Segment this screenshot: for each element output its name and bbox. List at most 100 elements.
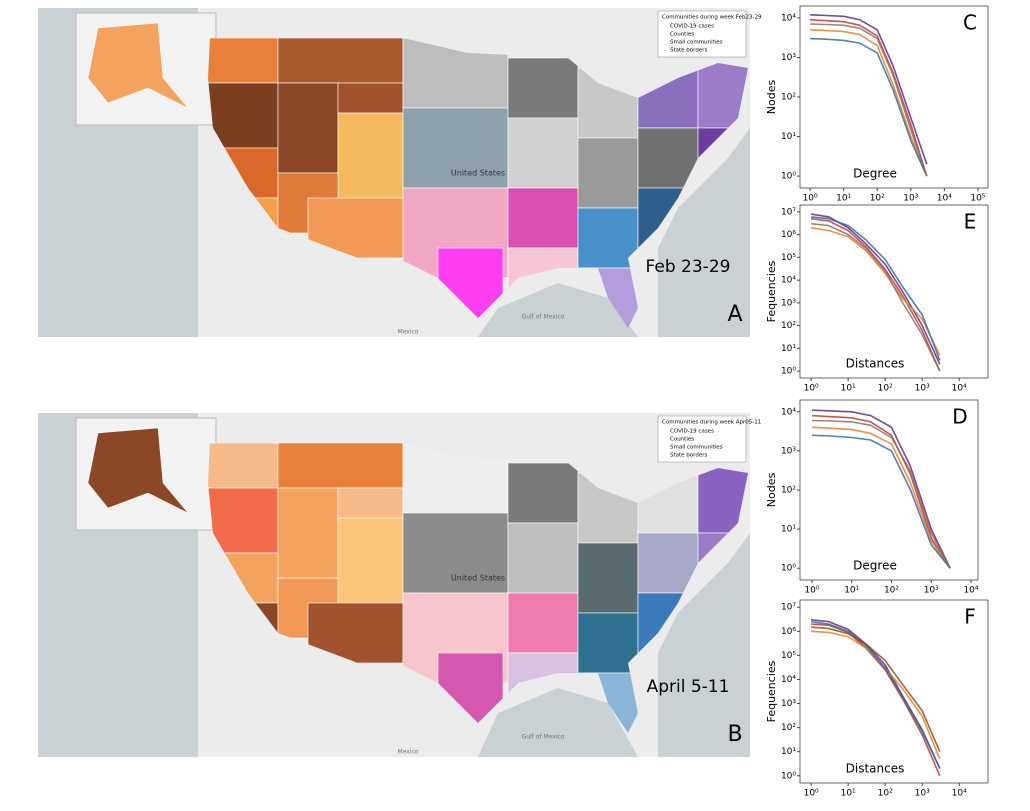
community-region [507,57,579,119]
y-tick-label: 10⁰ [781,564,796,574]
x-axis-label: Distances [846,762,905,776]
y-tick-label: 10⁰ [781,771,796,781]
community-region [637,532,699,594]
community-region [208,443,279,489]
alaska [87,427,189,514]
series-line [811,222,941,372]
x-tick-label: 10³ [915,789,930,799]
place-label: Gulf of Mexico [522,314,565,321]
legend-item: COVID-19 cases [670,24,714,30]
community-region [208,487,279,554]
y-tick-label: 10⁴ [781,675,796,685]
x-tick-label: 10⁰ [804,586,819,596]
map: Communities during week Feb23-29 COVID-19… [38,8,762,337]
y-tick-label: 10⁵ [781,651,796,661]
series-line [810,29,928,177]
community-region [337,517,404,609]
y-tick-label: 10² [781,321,796,331]
y-tick-label: 10⁴ [781,276,796,286]
panel-letter: D [952,405,967,429]
chart: 10⁰ 10¹ 10² 10³ 10⁴ 10⁰ 10¹ 10² 10³ 10⁴ 10⁵ 10⁶ 10⁷ D… [765,599,989,799]
legend-item: State borders [670,453,707,459]
community-region [337,82,404,114]
x-tick-label: 10⁰ [804,384,819,394]
x-tick-label: 10¹ [841,789,856,799]
plot-frame [799,599,989,784]
x-tick-label: 10² [878,384,893,394]
series-line [811,414,951,569]
community-region [637,127,699,189]
y-tick-label: 10⁴ [781,407,796,417]
community-region [277,82,339,174]
x-axis-label: Degree [853,167,897,181]
y-tick-label: 10⁵ [781,253,796,263]
chart: 10⁰ 10¹ 10² 10³ 10⁴ 10⁵ 10⁰ 10¹ 10² 10³ 10⁴ Degree N… [765,5,989,204]
community-region [507,592,579,654]
community-region [507,462,579,524]
panel-letter: A [727,302,742,327]
plot-frame [799,399,979,581]
panel-letter: B [727,722,742,747]
place-label: Mexico [398,749,419,756]
y-tick-label: 10⁶ [781,230,796,240]
y-tick-label: 10⁷ [781,603,796,613]
community-region [577,137,639,209]
community-region [402,512,509,594]
x-tick-label: 10² [870,194,885,204]
series-line [810,37,928,177]
y-tick-label: 10¹ [781,344,796,354]
y-tick-label: 10³ [781,53,796,63]
series-line [811,426,951,569]
community-region [208,38,279,84]
x-tick-label: 10⁴ [937,194,952,204]
y-tick-label: 10⁶ [781,627,796,637]
x-tick-label: 10¹ [844,586,859,596]
x-tick-label: 10³ [924,586,939,596]
community-region [277,38,404,84]
series-line [811,434,951,569]
place-label: Mexico [398,329,419,336]
map: Communities during week Apr05-11 COVID-19… [38,413,761,757]
gulf [478,283,638,337]
community-region [277,487,339,579]
gulf [478,688,638,757]
y-tick-label: 10³ [781,446,796,456]
x-tick-label: 10² [878,789,893,799]
community-region [402,107,509,189]
y-tick-label: 10² [781,723,796,733]
community-region [507,522,579,594]
series-line [810,14,928,165]
community-region [277,443,404,489]
x-tick-label: 10³ [915,384,930,394]
y-tick-label: 10⁰ [781,172,796,182]
x-tick-label: 10⁵ [970,194,985,204]
y-axis-label: Nodes [765,80,778,115]
legend-item: Counties [670,32,694,38]
x-tick-label: 10⁴ [963,586,978,596]
series-line [810,213,941,365]
x-tick-label: 10³ [903,194,918,204]
x-tick-label: 10¹ [836,194,851,204]
legend-item: COVID-19 cases [670,429,714,435]
series-line [811,626,941,753]
y-tick-label: 10⁰ [781,367,796,377]
y-tick-label: 10¹ [781,132,796,142]
legend-item: Counties [670,437,694,443]
community-region [577,612,639,674]
legend-box [657,10,747,58]
y-tick-label: 10¹ [781,525,796,535]
series-line [810,23,928,177]
community-region [577,542,639,614]
plot-frame [799,204,989,379]
y-axis-label: Nodes [765,473,778,508]
legend-box [657,415,747,463]
series-line [811,409,951,569]
x-tick-label: 10¹ [841,384,856,394]
y-tick-label: 10⁷ [781,207,796,217]
y-tick-label: 10³ [781,298,796,308]
legend-item: Small communities [670,40,723,46]
series-line [811,217,941,372]
x-tick-label: 10⁴ [952,384,967,394]
series-line [810,227,941,356]
